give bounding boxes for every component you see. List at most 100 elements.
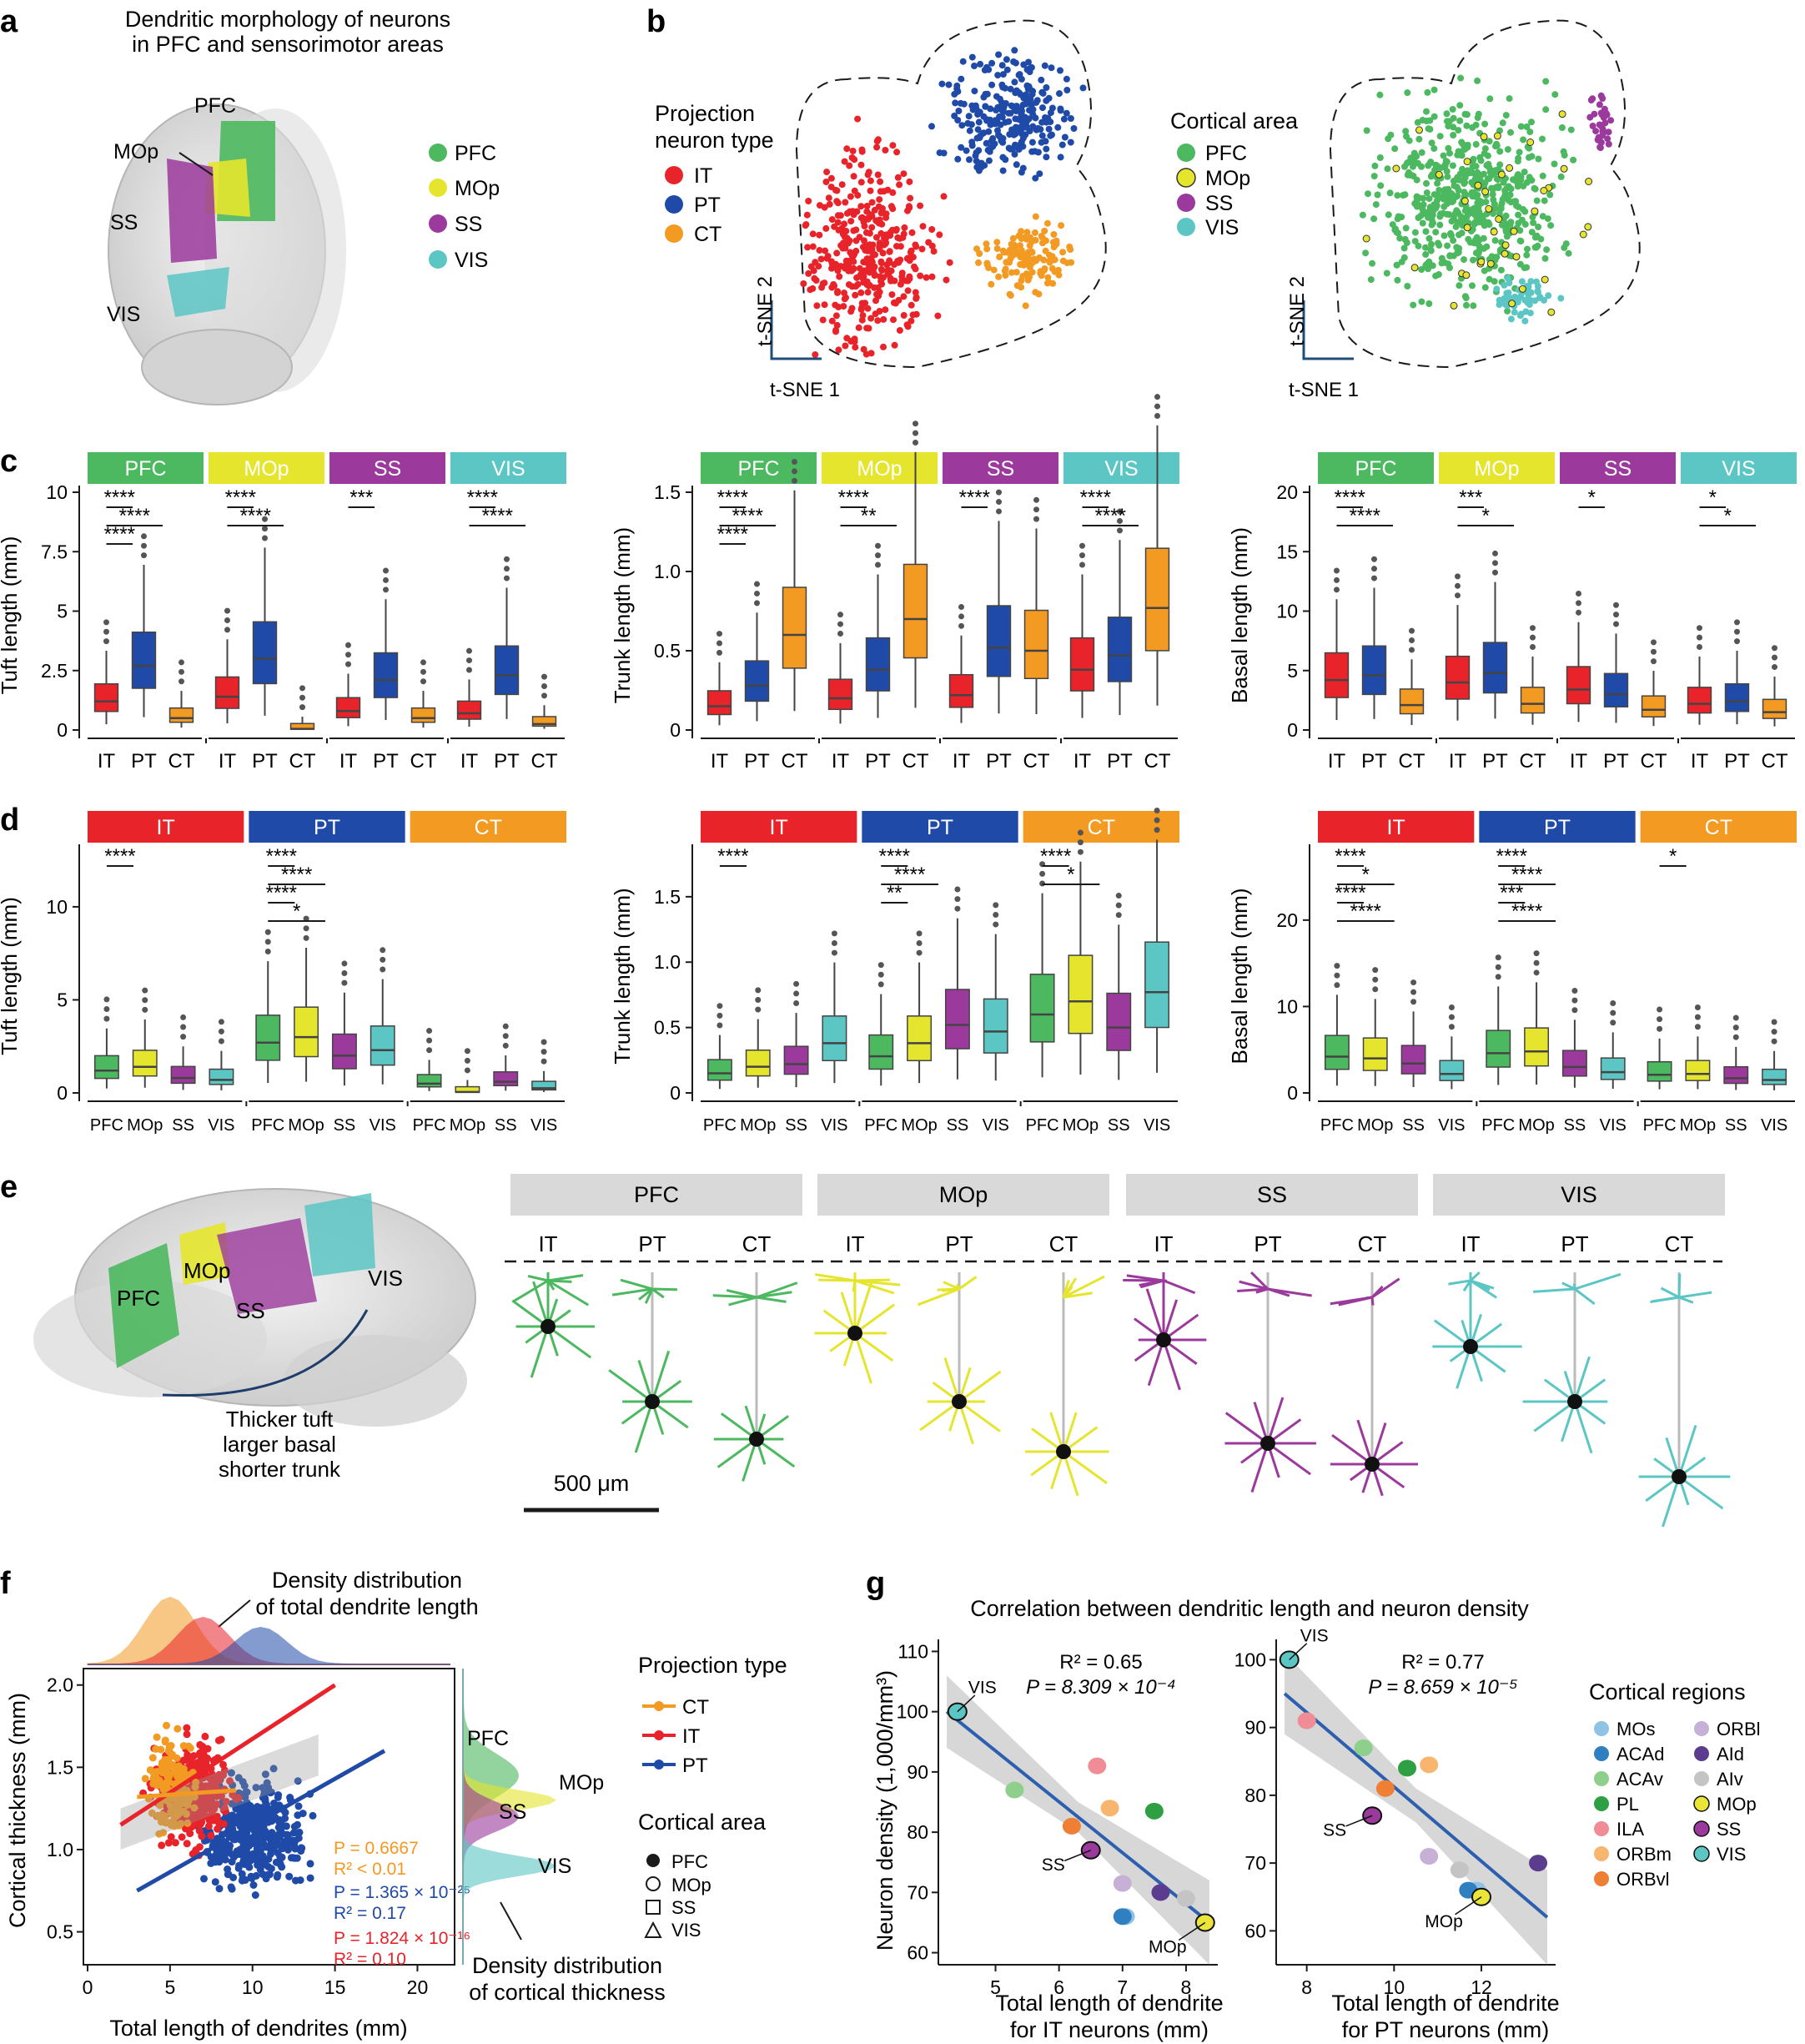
x-tick-label: 20 — [407, 1976, 429, 1998]
tsne-point — [846, 162, 853, 169]
box-outlier — [1039, 870, 1046, 877]
box-outlier — [1079, 542, 1085, 549]
tuft-dendrite — [1574, 1287, 1596, 1306]
g-legend-label: ORBvl — [1616, 1869, 1670, 1890]
f-legend1-title: Projection type — [638, 1653, 787, 1678]
box-outlier — [716, 1003, 723, 1009]
tsne2-ylabel: t-SNE 2 — [1286, 276, 1309, 346]
f-point — [179, 1765, 188, 1773]
f-point — [195, 1827, 204, 1835]
f-point — [171, 1839, 179, 1847]
tsne-point — [828, 260, 836, 268]
box-outlier — [913, 430, 918, 436]
tsne-point — [868, 245, 876, 253]
y-tick-label: 2.0 — [47, 1674, 73, 1696]
tuft-dendrite — [854, 1278, 890, 1282]
tsne-point — [968, 121, 975, 128]
tsne-point — [1600, 114, 1607, 121]
box-outlier — [993, 902, 999, 909]
box-outlier — [541, 682, 547, 689]
tsne-point — [1605, 140, 1612, 148]
tsne-point — [1491, 237, 1499, 244]
tuft-dendrite — [943, 1281, 960, 1291]
tsne-point — [1063, 87, 1071, 93]
tsne-point — [1432, 229, 1440, 236]
tsne-point — [928, 123, 935, 130]
tuft-dendrite — [1469, 1271, 1481, 1282]
box-outlier — [1694, 1014, 1701, 1020]
tsne-point — [870, 264, 877, 272]
significance-stars: **** — [717, 523, 748, 546]
tsne-point — [864, 171, 872, 179]
legend-dot-pt — [665, 195, 683, 214]
box-outlier — [996, 508, 1002, 515]
y-tick-label: 20 — [1276, 909, 1298, 931]
tsne-point — [985, 128, 993, 135]
tsne-point — [1447, 229, 1454, 237]
tsne-point — [893, 149, 901, 156]
box-outlier — [1734, 619, 1740, 626]
significance-stars: **** — [838, 486, 869, 509]
tsne-point — [827, 174, 835, 182]
tsne-point — [1026, 242, 1033, 249]
f-point — [213, 1800, 221, 1809]
tsne-point — [1430, 86, 1438, 93]
group-label: IT — [1073, 750, 1092, 773]
box-ss — [331, 1033, 357, 1070]
panel-e-letter: e — [0, 1170, 18, 1205]
tsne-point — [883, 261, 891, 269]
tsne-point — [904, 207, 911, 214]
tsne-point — [1423, 189, 1430, 197]
tsne-point — [1054, 123, 1062, 131]
box-outlier — [1334, 587, 1340, 593]
significance-stars: **** — [119, 505, 150, 527]
legend-pfc: PFC — [455, 142, 496, 165]
group-label: PT — [1724, 750, 1750, 773]
significance-stars: **** — [1040, 845, 1071, 868]
box-it — [1324, 652, 1350, 698]
tsne-point — [985, 157, 993, 164]
box-outlier — [1732, 1014, 1739, 1021]
tsne-point — [1019, 101, 1027, 108]
tsne-point — [1493, 285, 1501, 293]
box-outlier — [1409, 627, 1415, 634]
box-outlier — [877, 981, 884, 988]
box-ct — [1762, 698, 1787, 719]
column-header-vis — [1433, 1174, 1725, 1216]
tsne-point — [840, 303, 847, 310]
strip-it — [1318, 811, 1475, 843]
tsne-point — [867, 187, 874, 194]
tsne-point — [848, 305, 856, 312]
group-label: IT — [98, 750, 116, 773]
tsne-point — [973, 164, 981, 171]
tsne-point — [847, 193, 854, 200]
tsne-point — [809, 243, 817, 250]
f-marg-label-mop: MOp — [559, 1771, 604, 1795]
tsne-point — [836, 273, 843, 280]
tsne-point — [841, 158, 848, 165]
tsne-point — [1461, 197, 1469, 205]
box-it — [1687, 687, 1712, 714]
tsne-point — [864, 289, 872, 296]
tsne-point — [936, 231, 943, 239]
tsne-point — [993, 245, 1001, 252]
tsne-point — [1426, 125, 1434, 133]
tsne-point — [834, 212, 842, 219]
tsne-point — [811, 274, 818, 282]
box-outlier — [1734, 628, 1740, 635]
tsne-point — [1056, 90, 1063, 98]
box-outlier — [426, 1037, 433, 1044]
tsne-point — [1567, 126, 1575, 133]
tsne-point — [882, 147, 889, 154]
y-tick-label: 10 — [46, 896, 68, 918]
basal-dendrite — [608, 1369, 653, 1403]
tsne-point — [1456, 102, 1464, 109]
f-marg-label-pfc: PFC — [467, 1727, 509, 1750]
box-outlier — [1530, 625, 1536, 632]
panel-a: a Dendritic morphology of neurons in PFC… — [0, 4, 500, 405]
tuft-dendrite — [1062, 1277, 1078, 1298]
tsne-point — [1454, 249, 1461, 257]
tuft-dendrite — [756, 1281, 798, 1299]
tsne-point — [1437, 164, 1445, 171]
